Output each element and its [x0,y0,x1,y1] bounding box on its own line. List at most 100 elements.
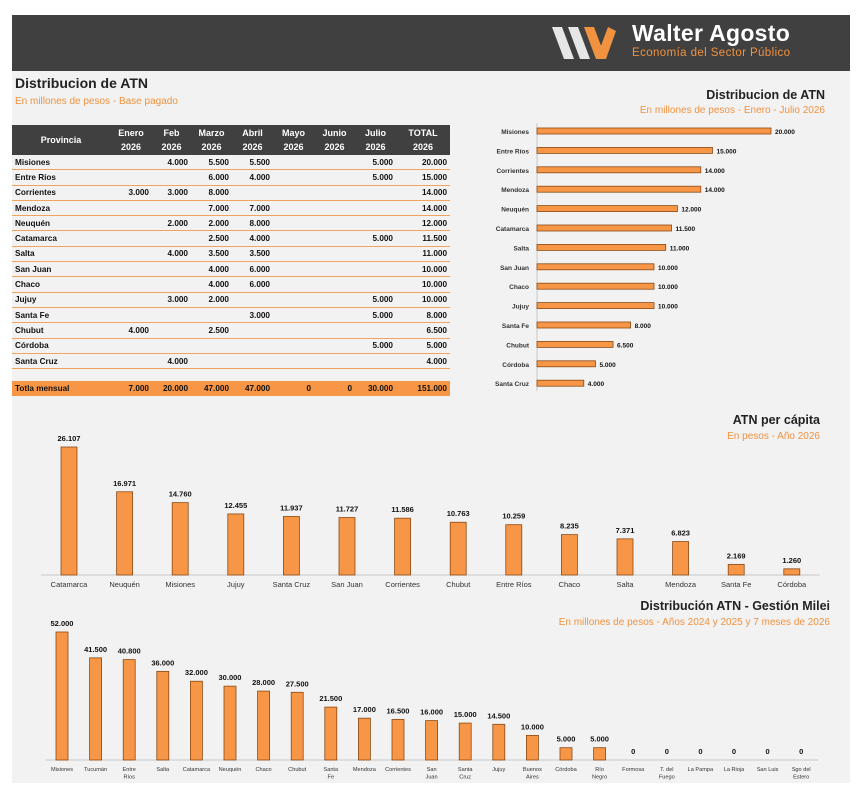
percapita-bar [116,491,133,576]
hbar-category-label: Santa Fe [502,323,529,330]
brand-logo-icon [552,27,616,59]
hbar-bar [536,282,655,290]
value-cell [314,246,355,263]
table-row: Jujuy 3.000 2.000 5.000 10.000 [12,292,450,308]
value-cell [152,276,191,293]
milei-category-label: Chubut [288,767,306,773]
milei-category-label: Ríos [123,775,135,781]
dashboard-panel: Walter Agosto Economía del Sector Públic… [12,15,850,783]
value-cell [314,155,355,171]
hbar-bar [536,243,667,251]
table-row: Chubut 4.000 2.500 6.500 [12,322,450,339]
hbar-bar [536,379,585,387]
milei-data-label: 15.000 [454,710,477,719]
milei-data-label: 14.500 [487,711,510,720]
value-cell [314,292,355,308]
value-cell [110,261,152,278]
milei-data-label: 5.000 [557,735,576,744]
milei-category-label: Misiones [51,767,73,773]
percapita-data-label: 10.763 [447,509,470,518]
milei-category-label: San Luis [757,767,779,773]
milei-data-label: 16.000 [420,708,443,717]
hbar-category-label: Córdoba [502,362,529,369]
hbar-data-label: 6.500 [617,342,634,349]
table-header-text: 2026 [283,142,304,152]
milei-bar [492,723,506,761]
value-cell: 6.000 [232,276,273,293]
milei-category-label: Córdoba [555,767,577,773]
spacer-cell [355,369,396,382]
province-cell: Misiones [12,155,110,171]
value-cell [273,353,314,370]
value-cell: 12.000 [396,215,450,232]
hbar-category-label: Mendoza [501,187,529,194]
value-cell: 2.500 [191,230,232,247]
table-header-text: Mayo [281,128,305,138]
value-cell [273,155,314,171]
milei-category-label: Jujuy [492,767,505,773]
value-cell: 3.000 [152,185,191,201]
value-cell [191,307,232,324]
value-cell [152,169,191,186]
hbar-category-label: Jujuy [512,304,529,311]
milei-category-label: Cruz [459,775,471,781]
table-row: Santa Fe 3.000 5.000 8.000 [12,307,450,324]
value-cell: 8.000 [396,307,450,324]
percapita-bar [171,502,189,576]
hbar-bar [536,321,631,329]
province-cell: Catamarca [12,230,110,247]
province-cell: San Juan [12,261,110,278]
value-cell: 5.000 [355,292,396,308]
table-header-cell: Julio 2026 [355,125,396,155]
value-cell: 10.000 [396,276,450,293]
milei-category-label: Catamarca [183,767,211,773]
hbar-bar [536,302,655,310]
percapita-data-label: 14.760 [169,490,192,499]
value-cell: 3.000 [232,307,273,324]
milei-category-label: Tucumán [84,767,107,773]
milei-data-label: 10.000 [521,722,544,731]
value-cell [152,200,191,217]
percapita-bar [60,446,78,576]
table-header-cell: Mayo 2026 [273,125,314,155]
value-cell [110,276,152,293]
milei-data-label: 0 [631,747,635,756]
hbar-chart-subtitle: En millones de pesos - Enero - Julio 202… [639,105,825,116]
milei-data-label: 28.000 [252,678,275,687]
table-header-cell: Junio 2026 [314,125,355,155]
spacer-cell [191,369,232,382]
milei-data-label: 27.500 [286,679,309,688]
percapita-category-label: Jujuy [227,580,245,589]
percapita-bar [672,541,689,576]
spacer-cell [314,369,355,382]
value-cell [110,307,152,324]
value-cell [273,215,314,232]
table-row: Salta 4.000 3.500 3.500 11.000 [12,246,450,263]
milei-bar [223,685,237,761]
milei-data-label: 0 [799,747,803,756]
table-subtitle: En millones de pesos - Base pagado [15,96,178,107]
percapita-data-label: 11.937 [280,503,303,512]
value-cell [314,322,355,339]
table-header-text: 2026 [242,142,263,152]
milei-bar [156,670,170,761]
milei-bar [391,718,405,761]
milei-category-label: Chaco [256,767,272,773]
milei-data-label: 16.500 [387,706,410,715]
value-cell: 2.500 [191,322,232,339]
spacer-cell [110,369,152,382]
value-cell: 6.000 [232,261,273,278]
value-cell: 6.000 [191,169,232,186]
hbar-category-label: Chaco [509,284,529,291]
table-spacer-row [12,369,450,382]
province-cell: Neuquén [12,215,110,232]
value-cell: 3.500 [191,246,232,263]
value-cell: 0 [273,381,314,397]
percapita-data-label: 6.823 [671,529,690,538]
value-cell [152,261,191,278]
hbar-data-label: 11.000 [670,245,690,252]
value-cell: 14.000 [396,200,450,217]
table-header-cell: Abril 2026 [232,125,273,155]
milei-data-label: 17.000 [353,705,376,714]
value-cell [355,261,396,278]
